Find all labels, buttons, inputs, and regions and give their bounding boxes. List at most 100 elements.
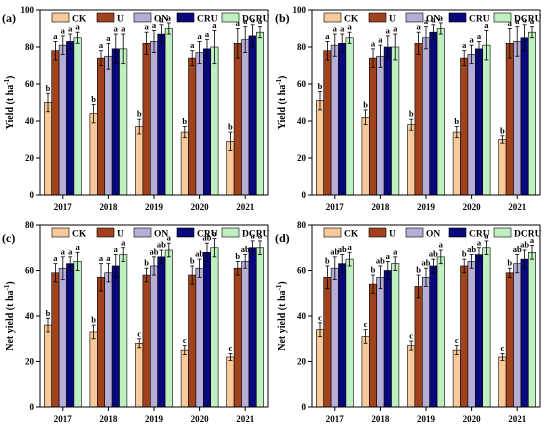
significance-label: b [507, 258, 512, 268]
legend-swatch-U [368, 227, 387, 238]
y-tick-label: 20 [297, 153, 307, 163]
significance-label: a [477, 237, 482, 247]
significance-label: a [416, 22, 421, 32]
significance-label: b [416, 265, 421, 275]
significance-label: a [371, 38, 376, 48]
significance-label: a [386, 25, 391, 35]
significance-label: ab [157, 240, 166, 250]
bar-CRU [338, 263, 347, 408]
significance-label: a [61, 25, 66, 35]
significance-label: a [144, 22, 149, 32]
legend-swatch-ON [405, 12, 424, 23]
bar-CK [361, 336, 370, 408]
significance-label: a [469, 35, 474, 45]
bar-DCRU [255, 31, 264, 196]
plot-frame [311, 9, 541, 196]
bar-CRU [203, 252, 212, 408]
bar-CK [89, 113, 98, 196]
y-axis-title: Yield (t ha-1) [3, 76, 16, 130]
bar-ON [330, 267, 339, 408]
plot-frame [39, 9, 269, 196]
significance-label: a [114, 24, 119, 34]
bar-ON [150, 265, 159, 408]
x-tick-label: 2020 [463, 202, 482, 212]
y-tick-label: 40 [25, 116, 35, 126]
significance-label: ab [520, 240, 529, 250]
y-tick-label: 60 [297, 79, 307, 89]
bar-U [505, 272, 514, 408]
legend-swatch-CK [323, 227, 342, 238]
y-tick-label: 80 [297, 42, 307, 52]
bar-U [51, 50, 60, 196]
significance-label: c [183, 335, 187, 345]
significance-label: a [484, 230, 489, 240]
legend-label-ON: ON [154, 230, 168, 240]
significance-label: c [318, 312, 322, 322]
panel-letter: (d) [275, 231, 290, 245]
bar-CK [226, 356, 235, 408]
bar-ON [241, 261, 250, 408]
bar-ON [241, 39, 250, 196]
significance-label: a [75, 22, 80, 32]
legend-swatch-CRU [448, 227, 467, 238]
bar-U [97, 277, 106, 408]
legend-swatch-ON [405, 227, 424, 238]
bar-DCRU [482, 247, 491, 408]
significance-label: a [205, 29, 210, 39]
x-tick-label: 2018 [371, 414, 390, 424]
significance-label: c [137, 328, 141, 338]
legend-label-CK: CK [344, 15, 359, 25]
significance-label: b [46, 83, 51, 93]
significance-label: a [106, 33, 111, 43]
panel-letter: (a) [2, 11, 16, 25]
bar-U [233, 42, 242, 196]
legend-swatch-DCRU [221, 227, 240, 238]
x-tick-label: 2021 [236, 414, 255, 424]
bar-ON [195, 52, 204, 196]
bar-ON [421, 37, 430, 196]
x-tick-label: 2020 [463, 414, 482, 424]
bar-DCRU [482, 44, 491, 196]
significance-label: b [235, 251, 240, 261]
bar-CK [180, 349, 189, 408]
bar-DCRU [164, 249, 173, 408]
bar-DCRU [527, 31, 536, 196]
significance-label: ab [150, 246, 159, 256]
significance-label: b [144, 258, 149, 268]
legend-swatch-CRU [176, 227, 195, 238]
significance-label: a [99, 40, 104, 50]
significance-label: a [258, 16, 263, 26]
significance-label: b [46, 308, 51, 318]
legend-label-U: U [117, 15, 124, 25]
x-tick-label: 2018 [371, 202, 390, 212]
bar-ON [104, 55, 113, 196]
y-tick-label: 0 [30, 190, 35, 200]
panel-letter: (c) [2, 231, 15, 245]
significance-label: a [53, 31, 58, 41]
bar-ON [58, 267, 67, 408]
legend-label-U: U [389, 230, 396, 240]
significance-label: a [68, 246, 73, 256]
significance-label: b [228, 122, 233, 132]
significance-label: a [258, 230, 263, 240]
significance-label: a [508, 18, 513, 28]
significance-label: a [167, 233, 172, 243]
bar-DCRU [345, 258, 354, 408]
y-tick-label: 20 [25, 357, 35, 367]
significance-label: b [462, 249, 467, 259]
significance-label: a [439, 12, 444, 22]
significance-label: b [363, 99, 368, 109]
legend-swatch-DCRU [221, 12, 240, 23]
legend-swatch-U [96, 12, 115, 23]
legend-label-CK: CK [72, 230, 87, 240]
bar-CK [407, 345, 416, 408]
y-axis-title: Yield (t ha-1) [275, 76, 288, 130]
bar-U [142, 274, 151, 408]
bar-CRU [66, 41, 75, 196]
significance-label: b [454, 116, 459, 126]
x-tick-label: 2017 [54, 202, 73, 212]
bar-ON [376, 277, 385, 408]
legend-label-U: U [117, 230, 124, 240]
y-tick-label: 40 [297, 311, 307, 321]
